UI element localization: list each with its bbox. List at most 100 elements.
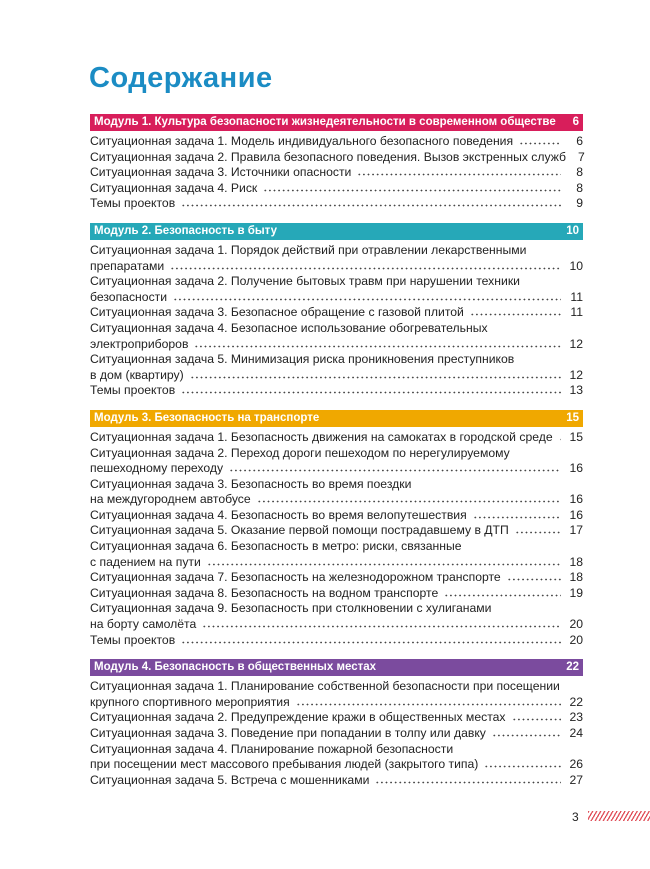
- entry-text: пешеходному переходу: [90, 461, 224, 476]
- module: Модуль 4. Безопасность в общественных ме…: [90, 659, 583, 788]
- entry-page: 9: [576, 196, 583, 211]
- entry-row: Ситуационная задача 2. Предупреждение кр…: [90, 710, 583, 726]
- entry-text: препаратами: [90, 258, 165, 273]
- entry-line: Ситуационная задача 4. Безопасное исполь…: [90, 320, 488, 335]
- entry-row: на междугороднем автобусе 16: [90, 492, 583, 508]
- entry-row: при посещении мест массового пребывания …: [90, 757, 583, 773]
- leader-dots: [181, 384, 561, 395]
- entry-page: 16: [569, 492, 583, 507]
- entry-text: Ситуационная задача 8. Безопасность на в…: [90, 585, 439, 600]
- leader-dots: [472, 508, 561, 519]
- entry-page: 16: [569, 461, 583, 476]
- entry-row: Ситуационная задача 3. Источники опаснос…: [90, 165, 583, 181]
- entry-row: электроприборов 12: [90, 337, 583, 353]
- entry-text: Ситуационная задача 5. Встреча с мошенни…: [90, 772, 370, 787]
- entry-row: Ситуационная задача 3. Безопасное обраще…: [90, 305, 583, 321]
- entry-text: Ситуационная задача 7. Безопасность на ж…: [90, 570, 501, 585]
- entry-text: Темы проектов: [90, 383, 176, 398]
- entry-page: 17: [569, 523, 583, 538]
- entry-row: Ситуационная задача 3. Поведение при поп…: [90, 726, 583, 742]
- module-title: Модуль 1. Культура безопасности жизнедея…: [94, 116, 556, 128]
- entry-row: Ситуационная задача 5. Оказание первой п…: [90, 523, 583, 539]
- toc-title: Содержание: [89, 62, 273, 94]
- entry-row: Темы проектов 20: [90, 633, 583, 649]
- entry-row: крупного спортивного мероприятия 22: [90, 695, 583, 711]
- entry-page: 22: [569, 694, 583, 709]
- module-title: Модуль 4. Безопасность в общественных ме…: [94, 661, 377, 674]
- leader-dots: [295, 695, 561, 706]
- entry-row: Ситуационная задача 4. Безопасность во в…: [90, 508, 583, 524]
- entry-row: Ситуационная задача 1. Модель индивидуал…: [90, 134, 583, 150]
- entry-row: Ситуационная задача 1. Безопасность движ…: [90, 430, 583, 446]
- leader-dots: [357, 166, 561, 177]
- module-header: Модуль 2. Безопасность в быту 10: [90, 222, 583, 240]
- entry-text: Темы проектов: [90, 196, 176, 211]
- leader-dots: [519, 135, 561, 145]
- leader-dots: [444, 586, 561, 597]
- decor-stripe: [588, 811, 650, 821]
- entry-text: Ситуационная задача 3. Безопасное обраще…: [90, 305, 464, 320]
- module-header: Модуль 3. Безопасность на транспорте 15: [90, 409, 583, 427]
- module-page: 15: [566, 411, 579, 424]
- leader-dots: [194, 337, 561, 348]
- leader-dots: [173, 290, 561, 301]
- module-page: 10: [566, 224, 579, 237]
- entry-text: Ситуационная задача 4. Безопасность во в…: [90, 507, 467, 522]
- entry-page: 8: [576, 180, 583, 195]
- leader-dots: [181, 633, 561, 644]
- entry-row: Ситуационная задача 5. Встреча с мошенни…: [90, 773, 583, 789]
- leader-dots: [170, 259, 561, 270]
- entry-page: 6: [576, 134, 583, 148]
- leader-dots: [181, 197, 561, 208]
- module-page: 6: [572, 116, 579, 128]
- entry-row: Темы проектов 13: [90, 383, 583, 399]
- leader-dots: [263, 181, 561, 192]
- entry-line: Ситуационная задача 4. Планирование пожа…: [90, 741, 454, 756]
- entry-page: 11: [570, 305, 583, 320]
- entry-line: Ситуационная задача 5. Минимизация риска…: [90, 352, 515, 367]
- leader-dots: [469, 306, 561, 317]
- entry-line: Ситуационная задача 1. Порядок действий …: [90, 242, 527, 257]
- entry-text: в дом (квартиру): [90, 367, 184, 382]
- entry-page: 26: [569, 757, 583, 772]
- leader-dots: [514, 524, 561, 535]
- entry-row: препаратами 10: [90, 259, 583, 275]
- entry-row: на борту самолёта 20: [90, 617, 583, 633]
- entry-page: 24: [569, 726, 583, 740]
- entry-line: Ситуационная задача 6. Безопасность в ме…: [90, 539, 462, 554]
- entry-text: с падением на пути: [90, 554, 201, 569]
- entry-row: Ситуационная задача 4. Риск 8: [90, 181, 583, 197]
- entry-text: Ситуационная задача 5. Оказание первой п…: [90, 523, 509, 538]
- entry-page: 7: [578, 149, 585, 164]
- entry-text: безопасности: [90, 289, 168, 304]
- module-header: Модуль 1. Культура безопасности жизнедея…: [90, 114, 583, 131]
- entry-row: Темы проектов 9: [90, 196, 583, 212]
- entry-text: Ситуационная задача 1. Безопасность движ…: [90, 429, 553, 444]
- entry-line: Ситуационная задача 2. Переход дороги пе…: [90, 445, 510, 460]
- entry-page: 23: [569, 710, 583, 725]
- leader-dots: [511, 711, 561, 722]
- entry-text: Ситуационная задача 3. Источники опаснос…: [90, 165, 352, 180]
- entry-text: при посещении мест массового пребывания …: [90, 757, 479, 772]
- entry-text: Ситуационная задача 1. Модель индивидуал…: [90, 134, 514, 148]
- entry-row: Ситуационная задача 7. Безопасность на ж…: [90, 570, 583, 586]
- entry-text: Ситуационная задача 4. Риск: [90, 180, 258, 195]
- entry-page: 20: [569, 632, 583, 647]
- entry-line: Ситуационная задача 1. Планирование собс…: [90, 679, 560, 694]
- module-header: Модуль 4. Безопасность в общественных ме…: [90, 659, 583, 677]
- entry-line: Ситуационная задача 3. Безопасность во в…: [90, 476, 412, 491]
- leader-dots: [206, 555, 561, 566]
- entry-text: на междугороднем автобусе: [90, 492, 251, 507]
- entry-page: 12: [569, 367, 583, 382]
- leader-dots: [189, 368, 561, 379]
- entry-text: Темы проектов: [90, 632, 176, 647]
- leader-dots: [256, 493, 561, 504]
- entry-page: 27: [569, 772, 583, 787]
- entry-row: с падением на пути 18: [90, 555, 583, 571]
- entry-row: Ситуационная задача 2. Правила безопасно…: [90, 149, 585, 166]
- entry-row: Ситуационная задача 8. Безопасность на в…: [90, 586, 583, 602]
- leader-dots: [491, 727, 561, 737]
- module-title: Модуль 3. Безопасность на транспорте: [94, 411, 320, 424]
- entry-page: 13: [569, 383, 583, 398]
- entry-page: 12: [569, 336, 583, 351]
